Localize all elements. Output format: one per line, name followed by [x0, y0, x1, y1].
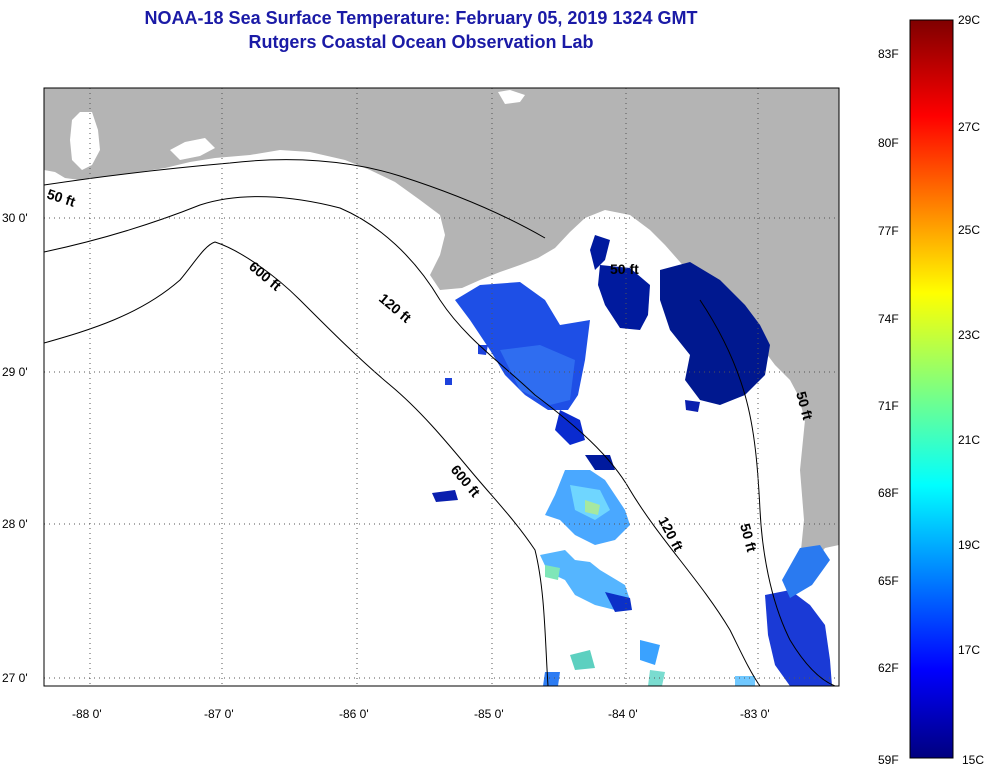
- contour-50ft-east: [699, 299, 836, 686]
- lat-label: 30 0': [2, 211, 28, 225]
- bay-area: [170, 138, 215, 160]
- colorbar: [909, 19, 954, 759]
- lon-label: -84 0': [608, 707, 638, 721]
- lat-label: 28 0': [2, 517, 28, 531]
- contour-label: 50 ft: [737, 522, 760, 554]
- colorbar-label-f: 59F: [878, 753, 899, 767]
- lat-label: 27 0': [2, 671, 28, 685]
- colorbar-label-c: 17C: [958, 643, 980, 657]
- lon-label: -86 0': [339, 707, 369, 721]
- colorbar-label-f: 71F: [878, 399, 899, 413]
- lon-label: -88 0': [72, 707, 102, 721]
- colorbar-label-f: 83F: [878, 47, 899, 61]
- contour-label: 50 ft: [793, 390, 816, 422]
- contour-label: 50 ft: [610, 261, 639, 277]
- colorbar-label-c: 19C: [958, 538, 980, 552]
- lake-area: [498, 90, 525, 104]
- colorbar-label-f: 68F: [878, 486, 899, 500]
- colorbar-label-c: 29C: [958, 13, 980, 27]
- sst-patches: [432, 235, 832, 686]
- bay-area: [70, 112, 100, 170]
- lon-label: -87 0': [204, 707, 234, 721]
- contour-600ft: [44, 241, 549, 686]
- lon-label: -83 0': [740, 707, 770, 721]
- map-title: NOAA-18 Sea Surface Temperature: Februar…: [144, 8, 698, 28]
- colorbar-label-c: 15C: [962, 753, 984, 767]
- lat-label: 29 0': [2, 365, 28, 379]
- depth-contours: [44, 159, 836, 686]
- colorbar-label-c: 23C: [958, 328, 980, 342]
- map-subtitle: Rutgers Coastal Ocean Observation Lab: [248, 32, 594, 52]
- colorbar-label-f: 74F: [878, 312, 899, 326]
- land-area: [44, 88, 839, 572]
- colorbar-label-c: 21C: [958, 433, 980, 447]
- colorbar-label-f: 80F: [878, 136, 899, 150]
- colorbar-label-c: 25C: [958, 223, 980, 237]
- map-frame: [43, 87, 840, 687]
- colorbar-label-f: 77F: [878, 224, 899, 238]
- colorbar-label-f: 62F: [878, 661, 899, 675]
- contour-50ft: [44, 159, 546, 239]
- contour-120ft: [44, 196, 761, 686]
- colorbar-label-f: 65F: [878, 574, 899, 588]
- lon-label: -85 0': [474, 707, 504, 721]
- colorbar-label-c: 27C: [958, 120, 980, 134]
